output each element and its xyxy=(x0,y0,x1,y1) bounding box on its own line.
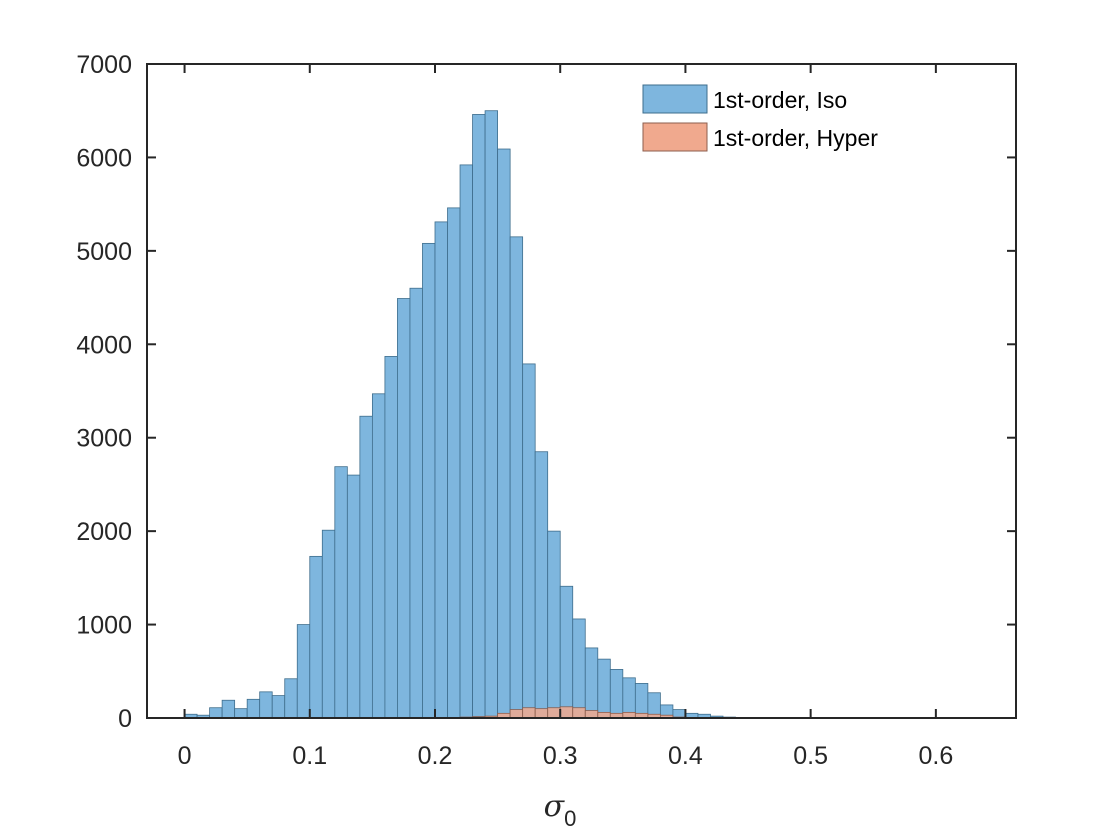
iso-bar-25 xyxy=(497,148,511,719)
x-tick-label-1: 0.1 xyxy=(292,742,327,770)
iso-bar-17 xyxy=(397,298,411,719)
y-tick-label-0: 0 xyxy=(118,705,132,733)
iso-bar-2 xyxy=(209,707,223,719)
hyper-bar-31 xyxy=(572,707,586,719)
y-tick-label-3: 3000 xyxy=(76,425,132,453)
iso-bar-23 xyxy=(472,114,486,719)
iso-bar-31 xyxy=(572,618,586,719)
y-tick-label-1: 1000 xyxy=(76,612,132,640)
iso-bar-4 xyxy=(234,708,248,719)
iso-bar-14 xyxy=(359,415,373,719)
iso-bar-11 xyxy=(321,529,336,719)
hyper-bar-29 xyxy=(547,707,561,719)
iso-bar-26 xyxy=(509,236,524,719)
plot-area xyxy=(147,64,1016,718)
iso-bar-21 xyxy=(447,207,461,719)
iso-bar-20 xyxy=(434,221,448,719)
iso-bar-36 xyxy=(634,683,649,719)
legend-swatch-hyper xyxy=(642,122,708,152)
iso-bar-8 xyxy=(284,678,298,719)
legend: 1st-order, Iso 1st-order, Hyper xyxy=(642,84,878,152)
x-tick-label-6: 0.6 xyxy=(918,742,953,770)
iso-bar-30 xyxy=(559,585,574,719)
x-tick-label-4: 0.4 xyxy=(668,742,703,770)
series-iso-bars xyxy=(184,110,974,719)
iso-bar-16 xyxy=(384,356,398,719)
x-tick-label-5: 0.5 xyxy=(793,742,828,770)
x-axis-label-subscript: 0 xyxy=(564,806,576,831)
y-tick-label-5: 5000 xyxy=(76,238,132,266)
iso-bar-9 xyxy=(296,624,311,719)
hyper-bar-28 xyxy=(534,708,549,719)
iso-bar-27 xyxy=(522,363,536,719)
hyper-bar-27 xyxy=(522,707,536,719)
x-axis-label: σ0 xyxy=(544,789,577,831)
y-tick-labels: 0 1000 2000 3000 4000 5000 6000 7000 xyxy=(76,51,132,733)
legend-swatch-iso xyxy=(642,84,708,114)
iso-bar-29 xyxy=(547,530,561,719)
iso-bar-19 xyxy=(422,242,436,719)
legend-label-iso: 1st-order, Iso xyxy=(713,87,847,113)
iso-bar-33 xyxy=(597,658,611,719)
axes-box xyxy=(146,63,1017,719)
x-tick-label-2: 0.2 xyxy=(418,742,453,770)
iso-bar-34 xyxy=(609,669,624,719)
iso-bar-24 xyxy=(484,110,498,719)
iso-bar-10 xyxy=(309,555,323,719)
iso-bar-6 xyxy=(259,691,273,719)
iso-bar-13 xyxy=(346,474,361,719)
iso-bar-15 xyxy=(371,393,386,719)
x-tick-label-3: 0.3 xyxy=(543,742,578,770)
iso-bar-7 xyxy=(271,695,286,719)
iso-bar-5 xyxy=(246,698,261,719)
hyper-bar-32 xyxy=(584,710,599,719)
hyper-bar-26 xyxy=(509,709,524,719)
legend-label-hyper: 1st-order, Hyper xyxy=(713,125,878,151)
iso-bar-12 xyxy=(334,466,348,719)
x-axis-label-symbol: σ xyxy=(544,789,566,824)
iso-bar-35 xyxy=(622,677,636,719)
x-tick-labels: 0 0.1 0.2 0.3 0.4 0.5 0.6 xyxy=(178,742,954,770)
iso-bar-28 xyxy=(534,451,549,719)
y-tick-label-2: 2000 xyxy=(76,518,132,546)
iso-bar-18 xyxy=(409,287,423,719)
y-tick-label-4: 4000 xyxy=(76,331,132,359)
iso-bar-32 xyxy=(584,647,599,719)
hyper-bar-30 xyxy=(559,706,574,719)
iso-bar-22 xyxy=(459,164,473,719)
x-tick-label-0: 0 xyxy=(178,742,192,770)
iso-bar-3 xyxy=(221,699,236,719)
y-tick-label-6: 6000 xyxy=(76,144,132,172)
y-tick-label-7: 7000 xyxy=(76,51,132,79)
